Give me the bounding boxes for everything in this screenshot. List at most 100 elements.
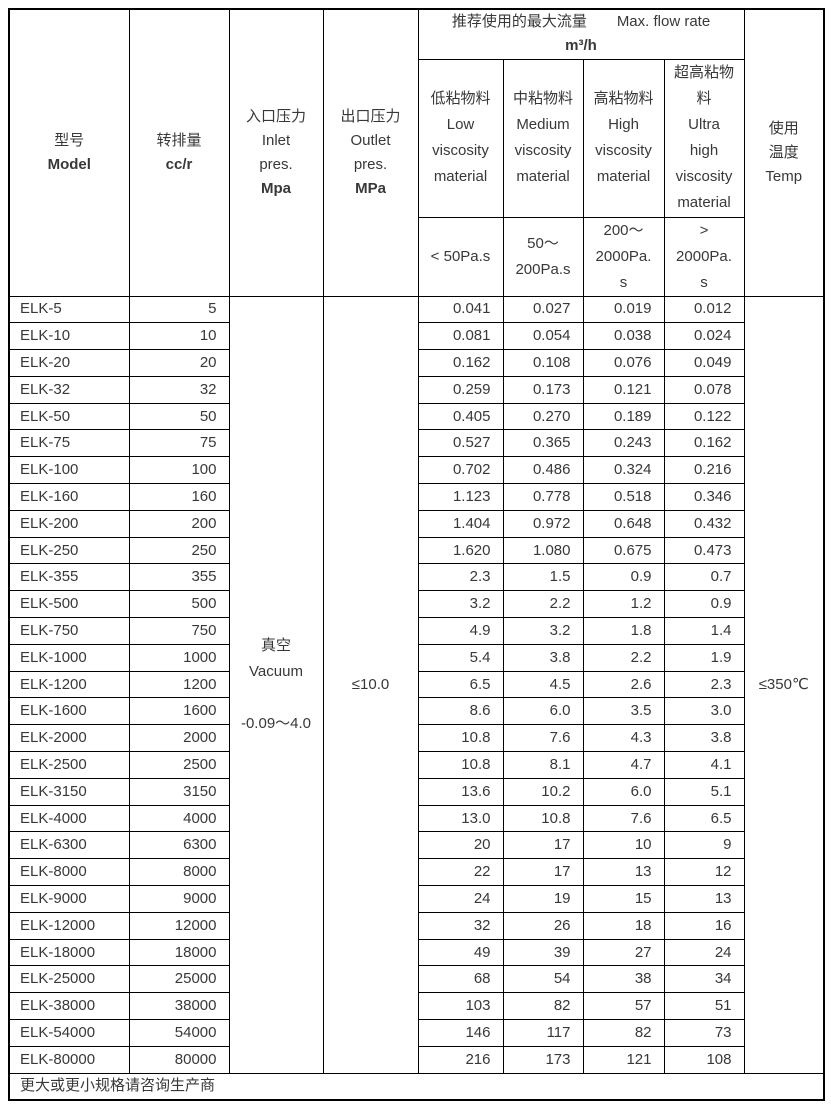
flow-cell-ultra-high: 0.122 (663, 402, 745, 431)
col-header-model-en: Model (47, 155, 91, 173)
table-row: ELK-1600 1600 8.6 6.0 3.5 3.0 (8, 697, 824, 726)
flow-cell-medium: 26 (502, 911, 584, 940)
flow-cell-medium: 10.2 (502, 777, 584, 806)
col-header-inlet-pressure: 入口压力 Inlet pres. Mpa (228, 8, 324, 297)
model-cell: ELK-38000 (8, 992, 130, 1021)
flow-cell-high: 0.189 (582, 402, 665, 431)
table-body: ELK-5 5 真空 Vacuum -0.09～4.0 ≤10.0 0.041 … (8, 295, 825, 1074)
flow-cell-high: 18 (582, 911, 665, 940)
flow-cell-low: 0.527 (417, 429, 504, 458)
table-row: ELK-9000 9000 24 19 15 13 (8, 885, 824, 913)
table-row: ELK-4000 4000 13.0 10.8 7.6 6.5 (8, 804, 824, 833)
flow-cell-high: 121 (582, 1045, 665, 1074)
model-cell: ELK-750 (8, 617, 130, 645)
flow-cell-low: 3.2 (417, 590, 504, 619)
flow-cell-medium: 10.8 (502, 804, 584, 833)
max-flow-rate-title: 推荐使用的最大流量 Max. flow rate (451, 13, 711, 31)
flow-cell-medium: 0.486 (502, 456, 584, 485)
flow-cell-low: 24 (417, 885, 504, 913)
table-row: ELK-20 20 0.162 0.108 0.076 0.049 (8, 349, 824, 377)
table-row: ELK-54000 54000 146 117 82 73 (8, 1019, 824, 1047)
flow-cell-medium: 2.2 (502, 590, 584, 619)
flow-cell-ultra-high: 24 (663, 938, 745, 967)
model-cell: ELK-1200 (8, 670, 130, 699)
displacement-cell: 25000 (128, 965, 230, 994)
displacement-cell: 1600 (128, 697, 230, 726)
flow-cell-high: 15 (582, 885, 665, 913)
flow-cell-ultra-high: 9 (663, 831, 745, 860)
flow-cell-high: 0.243 (582, 429, 665, 458)
col-header-displacement-en: cc/r (165, 155, 193, 173)
header-row-3: < 50Pa.s 50～ 200Pa.s 200～ 2000Pa. s > 20… (9, 216, 824, 297)
table-header: 型号 Model 转排量 cc/r 入口压力 Inlet pres. Mpa 出… (8, 8, 825, 297)
flow-cell-high: 0.9 (582, 563, 665, 592)
flow-cell-medium: 82 (502, 992, 584, 1021)
displacement-cell: 80000 (128, 1045, 230, 1074)
col-header-low-viscosity: 低粘物料 Low viscosity material (417, 58, 504, 218)
displacement-cell: 4000 (128, 804, 230, 833)
flow-cell-medium: 117 (502, 1019, 584, 1047)
model-cell: ELK-80000 (8, 1045, 130, 1074)
flow-cell-medium: 0.054 (502, 322, 584, 351)
table-row: ELK-18000 18000 49 39 27 24 (8, 938, 824, 967)
flow-cell-low: 4.9 (417, 617, 504, 645)
model-cell: ELK-50 (8, 402, 130, 431)
flow-cell-ultra-high: 3.8 (663, 724, 745, 753)
col-header-high-viscosity: 高粘物料 High viscosity material (582, 58, 665, 218)
outlet-pressure-value-cell: ≤10.0 (322, 295, 419, 1074)
displacement-cell: 3150 (128, 777, 230, 806)
flow-cell-high: 0.076 (582, 349, 665, 377)
footer-note: 更大或更小规格请咨询生产商 (8, 1072, 825, 1101)
range-ultra-high-viscosity: > 2000Pa. s (663, 216, 745, 297)
flow-cell-medium: 0.027 (502, 295, 584, 324)
flow-cell-medium: 0.778 (502, 483, 584, 511)
model-cell: ELK-12000 (8, 911, 130, 940)
displacement-cell: 5 (128, 295, 230, 324)
flow-cell-ultra-high: 1.9 (663, 643, 745, 672)
flow-cell-ultra-high: 0.049 (663, 349, 745, 377)
flow-cell-low: 0.405 (417, 402, 504, 431)
displacement-cell: 32 (128, 375, 230, 404)
flow-cell-medium: 17 (502, 831, 584, 860)
table-row: ELK-1000 1000 5.4 3.8 2.2 1.9 (8, 643, 824, 672)
model-cell: ELK-4000 (8, 804, 130, 833)
flow-cell-low: 13.0 (417, 804, 504, 833)
model-cell: ELK-9000 (8, 885, 130, 913)
flow-cell-ultra-high: 108 (663, 1045, 745, 1074)
col-header-inlet-zh: 入口压力 (245, 107, 306, 125)
flow-cell-high: 0.518 (582, 483, 665, 511)
flow-cell-ultra-high: 5.1 (663, 777, 745, 806)
table-row: ELK-1200 1200 6.5 4.5 2.6 2.3 (8, 670, 824, 699)
displacement-cell: 8000 (128, 858, 230, 887)
pump-spec-table: 型号 Model 转排量 cc/r 入口压力 Inlet pres. Mpa 出… (8, 8, 825, 1102)
flow-cell-ultra-high: 0.162 (663, 429, 745, 458)
model-cell: ELK-6300 (8, 831, 130, 860)
displacement-cell: 200 (128, 509, 230, 538)
max-flow-rate-unit: m³/h (565, 37, 597, 55)
flow-cell-medium: 3.2 (502, 617, 584, 645)
col-header-inlet-unit: Mpa (261, 179, 291, 197)
table-footer: 更大或更小规格请咨询生产商 (8, 1072, 825, 1101)
flow-cell-high: 7.6 (582, 804, 665, 833)
displacement-cell: 75 (128, 429, 230, 458)
col-header-inlet-en: Inlet pres. (259, 131, 293, 173)
flow-cell-low: 10.8 (417, 724, 504, 753)
flow-cell-medium: 1.5 (502, 563, 584, 592)
flow-cell-medium: 54 (502, 965, 584, 994)
range-medium-viscosity: 50～ 200Pa.s (502, 216, 584, 297)
displacement-cell: 1200 (128, 670, 230, 699)
displacement-cell: 12000 (128, 911, 230, 940)
displacement-cell: 500 (128, 590, 230, 619)
table-row: ELK-2000 2000 10.8 7.6 4.3 3.8 (8, 724, 824, 753)
col-header-displacement-zh: 转排量 (156, 131, 202, 149)
header-row-1: 型号 Model 转排量 cc/r 入口压力 Inlet pres. Mpa 出… (8, 8, 825, 297)
flow-cell-low: 103 (417, 992, 504, 1021)
model-cell: ELK-10 (8, 322, 130, 351)
col-header-ultra-high-viscosity: 超高粘物 料 Ultra high viscosity material (663, 58, 745, 218)
model-cell: ELK-2500 (8, 751, 130, 779)
flow-cell-high: 6.0 (582, 777, 665, 806)
model-cell: ELK-200 (8, 509, 130, 538)
displacement-cell: 2500 (128, 751, 230, 779)
displacement-cell: 6300 (128, 831, 230, 860)
model-cell: ELK-20 (8, 349, 130, 377)
